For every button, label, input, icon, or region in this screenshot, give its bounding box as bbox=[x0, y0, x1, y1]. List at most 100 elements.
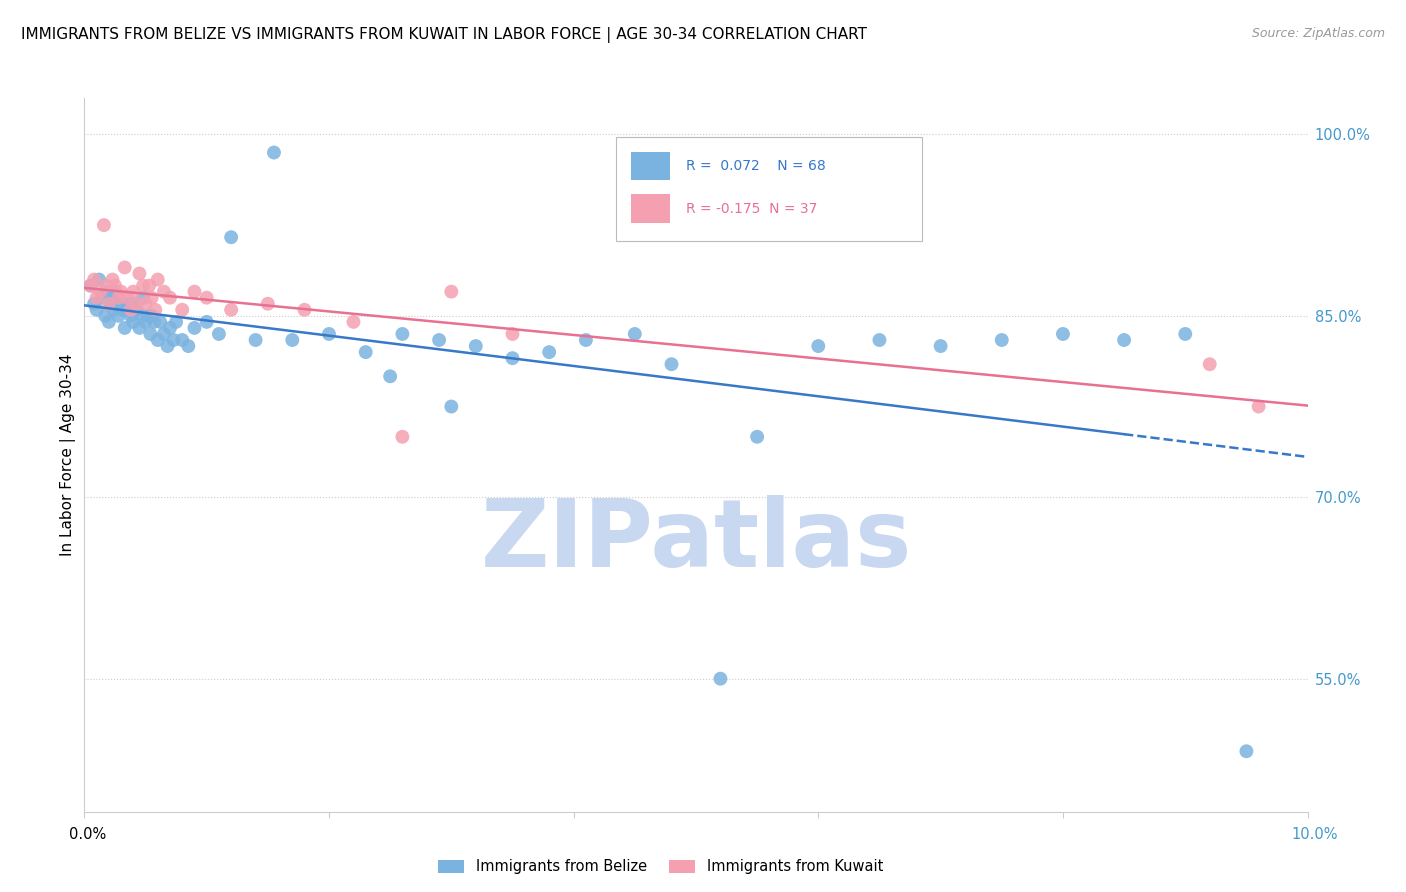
Point bbox=[153, 285, 176, 299]
Point bbox=[177, 339, 200, 353]
Point bbox=[97, 297, 120, 311]
Point bbox=[114, 260, 136, 275]
Point bbox=[661, 357, 683, 371]
Point bbox=[143, 302, 166, 317]
Point bbox=[156, 339, 179, 353]
Point bbox=[183, 285, 205, 299]
Point bbox=[257, 297, 280, 311]
Point bbox=[91, 291, 114, 305]
Point bbox=[143, 315, 166, 329]
Point bbox=[104, 285, 127, 299]
Point bbox=[440, 400, 463, 414]
Point bbox=[107, 291, 129, 305]
Point bbox=[120, 302, 142, 317]
Point bbox=[427, 333, 450, 347]
Point bbox=[318, 326, 340, 341]
Point bbox=[354, 345, 377, 359]
Point bbox=[1236, 744, 1258, 758]
Point bbox=[83, 297, 105, 311]
Point bbox=[136, 309, 159, 323]
Point bbox=[149, 315, 172, 329]
Point bbox=[100, 297, 122, 311]
Point bbox=[128, 267, 150, 281]
Point bbox=[141, 291, 163, 305]
Text: ZIPatlas: ZIPatlas bbox=[481, 494, 911, 587]
Point bbox=[263, 145, 285, 160]
Point bbox=[131, 309, 153, 323]
Point bbox=[709, 672, 731, 686]
Point bbox=[128, 321, 150, 335]
Point bbox=[103, 302, 125, 317]
Point bbox=[1174, 326, 1197, 341]
Point bbox=[1052, 326, 1074, 341]
Legend: Immigrants from Belize, Immigrants from Kuwait: Immigrants from Belize, Immigrants from … bbox=[433, 854, 889, 880]
Point bbox=[86, 302, 108, 317]
Point bbox=[124, 297, 146, 311]
Point bbox=[135, 315, 157, 329]
Point bbox=[97, 315, 120, 329]
Point bbox=[115, 302, 138, 317]
Point bbox=[342, 315, 364, 329]
Point bbox=[117, 297, 139, 311]
Point bbox=[502, 351, 524, 366]
Point bbox=[139, 326, 162, 341]
Point bbox=[1247, 400, 1270, 414]
Point bbox=[440, 285, 463, 299]
Point bbox=[1114, 333, 1136, 347]
Point bbox=[172, 302, 194, 317]
Point bbox=[172, 333, 194, 347]
Point bbox=[87, 272, 110, 286]
Point bbox=[195, 291, 218, 305]
Point bbox=[132, 278, 155, 293]
Point bbox=[122, 315, 145, 329]
Point bbox=[624, 326, 647, 341]
Text: 0.0%: 0.0% bbox=[69, 827, 105, 841]
Point bbox=[281, 333, 304, 347]
Point bbox=[107, 309, 129, 323]
Bar bbox=[631, 152, 671, 180]
Point bbox=[79, 278, 101, 293]
Point bbox=[183, 321, 205, 335]
Point bbox=[138, 278, 160, 293]
Point bbox=[502, 326, 524, 341]
Text: R = -0.175  N = 37: R = -0.175 N = 37 bbox=[686, 202, 817, 216]
Point bbox=[747, 430, 769, 444]
Point bbox=[929, 339, 952, 353]
Point bbox=[208, 326, 231, 341]
FancyBboxPatch shape bbox=[616, 137, 922, 241]
Point bbox=[146, 272, 169, 286]
Point bbox=[245, 333, 267, 347]
Point bbox=[135, 297, 157, 311]
Point bbox=[89, 285, 111, 299]
Point bbox=[132, 291, 155, 305]
Point bbox=[869, 333, 891, 347]
Point bbox=[86, 291, 108, 305]
Point bbox=[159, 321, 181, 335]
Point bbox=[1198, 357, 1220, 371]
Point bbox=[219, 302, 242, 317]
Point bbox=[101, 272, 124, 286]
Point bbox=[807, 339, 830, 353]
Point bbox=[464, 339, 486, 353]
Point bbox=[146, 333, 169, 347]
Y-axis label: In Labor Force | Age 30-34: In Labor Force | Age 30-34 bbox=[60, 353, 76, 557]
Point bbox=[380, 369, 402, 384]
Point bbox=[96, 285, 118, 299]
Point bbox=[94, 309, 117, 323]
Point bbox=[575, 333, 598, 347]
Point bbox=[115, 291, 138, 305]
Point bbox=[105, 291, 128, 305]
Point bbox=[165, 315, 187, 329]
Point bbox=[159, 291, 181, 305]
Point bbox=[125, 302, 148, 317]
Text: IMMIGRANTS FROM BELIZE VS IMMIGRANTS FROM KUWAIT IN LABOR FORCE | AGE 30-34 CORR: IMMIGRANTS FROM BELIZE VS IMMIGRANTS FRO… bbox=[21, 27, 868, 43]
Point bbox=[83, 272, 105, 286]
Point bbox=[110, 297, 132, 311]
Point bbox=[93, 218, 115, 232]
Point bbox=[195, 315, 218, 329]
Point bbox=[112, 302, 135, 317]
Point bbox=[294, 302, 316, 317]
Point bbox=[538, 345, 561, 359]
Point bbox=[125, 297, 148, 311]
Point bbox=[120, 309, 142, 323]
